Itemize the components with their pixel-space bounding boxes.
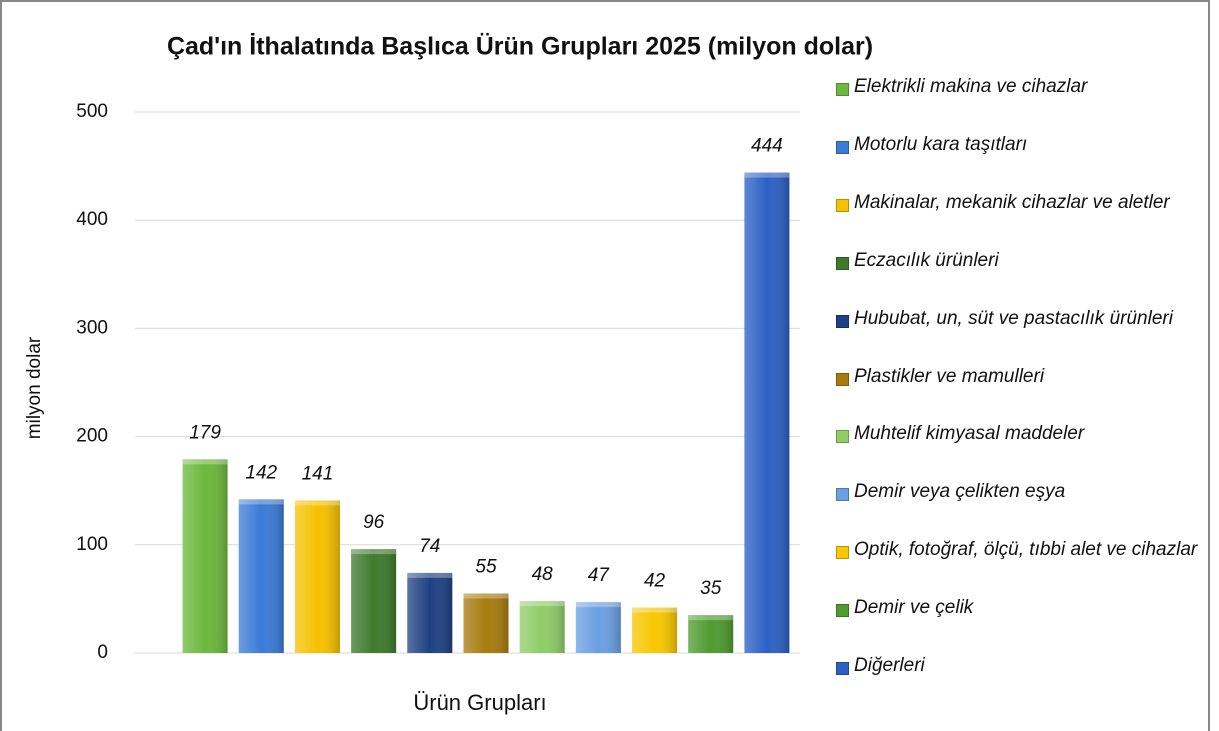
y-tick-label: 300 <box>76 317 108 338</box>
bar-bevel <box>575 602 621 608</box>
value-label: 142 <box>245 462 277 483</box>
legend-label: Hububat, un, süt ve pastacılık ürünleri <box>854 307 1173 329</box>
legend-label: Eczacılık ürünleri <box>854 249 999 271</box>
bar-shade <box>632 607 678 653</box>
legend-item: Diğerleri <box>836 655 1199 681</box>
legend-label: Muhtelif kimyasal maddeler <box>854 423 1085 445</box>
legend-label: Diğerleri <box>854 655 925 676</box>
bar-shade <box>463 593 509 653</box>
bar-bevel <box>632 607 678 613</box>
bar-bevel <box>294 500 340 506</box>
x-axis-label: Ürün Grupları <box>413 690 546 715</box>
y-tick-label: 200 <box>76 426 108 447</box>
legend-label: Demir ve çelik <box>854 597 974 619</box>
bar-bevel <box>463 593 509 599</box>
y-tick-label: 0 <box>97 642 108 663</box>
bar-bevel <box>238 499 284 505</box>
y-axis-label: milyon dolar <box>24 336 45 439</box>
y-tick-label: 500 <box>76 101 108 122</box>
value-label: 96 <box>363 512 385 533</box>
legend-swatch <box>836 546 849 560</box>
bar-bevel <box>519 601 565 607</box>
legend-label: Elektrikli makina ve cihazlar <box>854 76 1088 97</box>
legend-swatch <box>836 198 849 212</box>
bar-shade <box>744 172 790 654</box>
bar-shade <box>182 459 228 653</box>
bar-bevel <box>407 572 453 578</box>
legend-label: Makinalar, mekanik cihazlar ve aletler <box>854 191 1170 213</box>
y-tick-label: 100 <box>76 534 108 555</box>
legend-swatch <box>836 314 849 328</box>
value-label: 48 <box>532 564 554 585</box>
legend-swatch <box>836 604 849 618</box>
value-label: 42 <box>644 571 666 592</box>
bar-shade <box>351 549 397 653</box>
bar-bevel <box>182 459 228 465</box>
chart-title: Çad'ın İthalatında Başlıca Ürün Grupları… <box>167 32 873 61</box>
value-label: 55 <box>475 557 497 578</box>
legend-swatch <box>836 372 849 386</box>
legend-item: Motorlu kara taşıtları <box>836 134 1199 160</box>
bar-shade <box>238 499 284 653</box>
legend-swatch <box>836 140 849 154</box>
legend-label: Motorlu kara taşıtları <box>854 133 1028 155</box>
value-label: 74 <box>419 536 440 557</box>
value-label: 141 <box>302 463 334 484</box>
legend-swatch <box>836 256 849 270</box>
legend-item: Optik, fotoğraf, ölçü, tıbbi alet ve cih… <box>836 539 1199 565</box>
bar-shade <box>407 572 453 653</box>
legend-item: Muhtelif kimyasal maddeler <box>836 423 1199 449</box>
bar-shade <box>688 615 734 653</box>
legend-swatch <box>836 430 849 444</box>
legend-item: Elektrikli makina ve cihazlar <box>836 76 1199 102</box>
bar-bevel <box>744 172 790 178</box>
y-tick-label: 400 <box>76 209 108 230</box>
legend-swatch <box>836 488 849 502</box>
legend-item: Demir ve çelik <box>836 597 1199 623</box>
value-label: 444 <box>751 136 783 157</box>
bar-shade <box>294 500 340 653</box>
legend-swatch <box>836 662 849 675</box>
bar-shade <box>575 602 621 653</box>
bar-shade <box>519 601 565 653</box>
legend-swatch <box>836 83 849 96</box>
legend-item: Eczacılık ürünleri <box>836 250 1199 276</box>
legend-label: Optik, fotoğraf, ölçü, tıbbi alet ve cih… <box>854 539 1198 561</box>
legend-item: Plastikler ve mamulleri <box>836 366 1199 392</box>
value-label: 47 <box>588 565 611 586</box>
bar-bevel <box>351 549 397 555</box>
legend-label: Demir veya çelikten eşya <box>854 481 1066 503</box>
legend-label: Plastikler ve mamulleri <box>854 365 1045 387</box>
value-label: 35 <box>700 578 722 599</box>
legend-item: Hububat, un, süt ve pastacılık ürünleri <box>836 308 1199 334</box>
legend-item: Demir veya çelikten eşya <box>836 481 1199 507</box>
bar-bevel <box>688 615 734 621</box>
value-label: 179 <box>189 422 221 443</box>
legend-item: Makinalar, mekanik cihazlar ve aletler <box>836 192 1199 218</box>
